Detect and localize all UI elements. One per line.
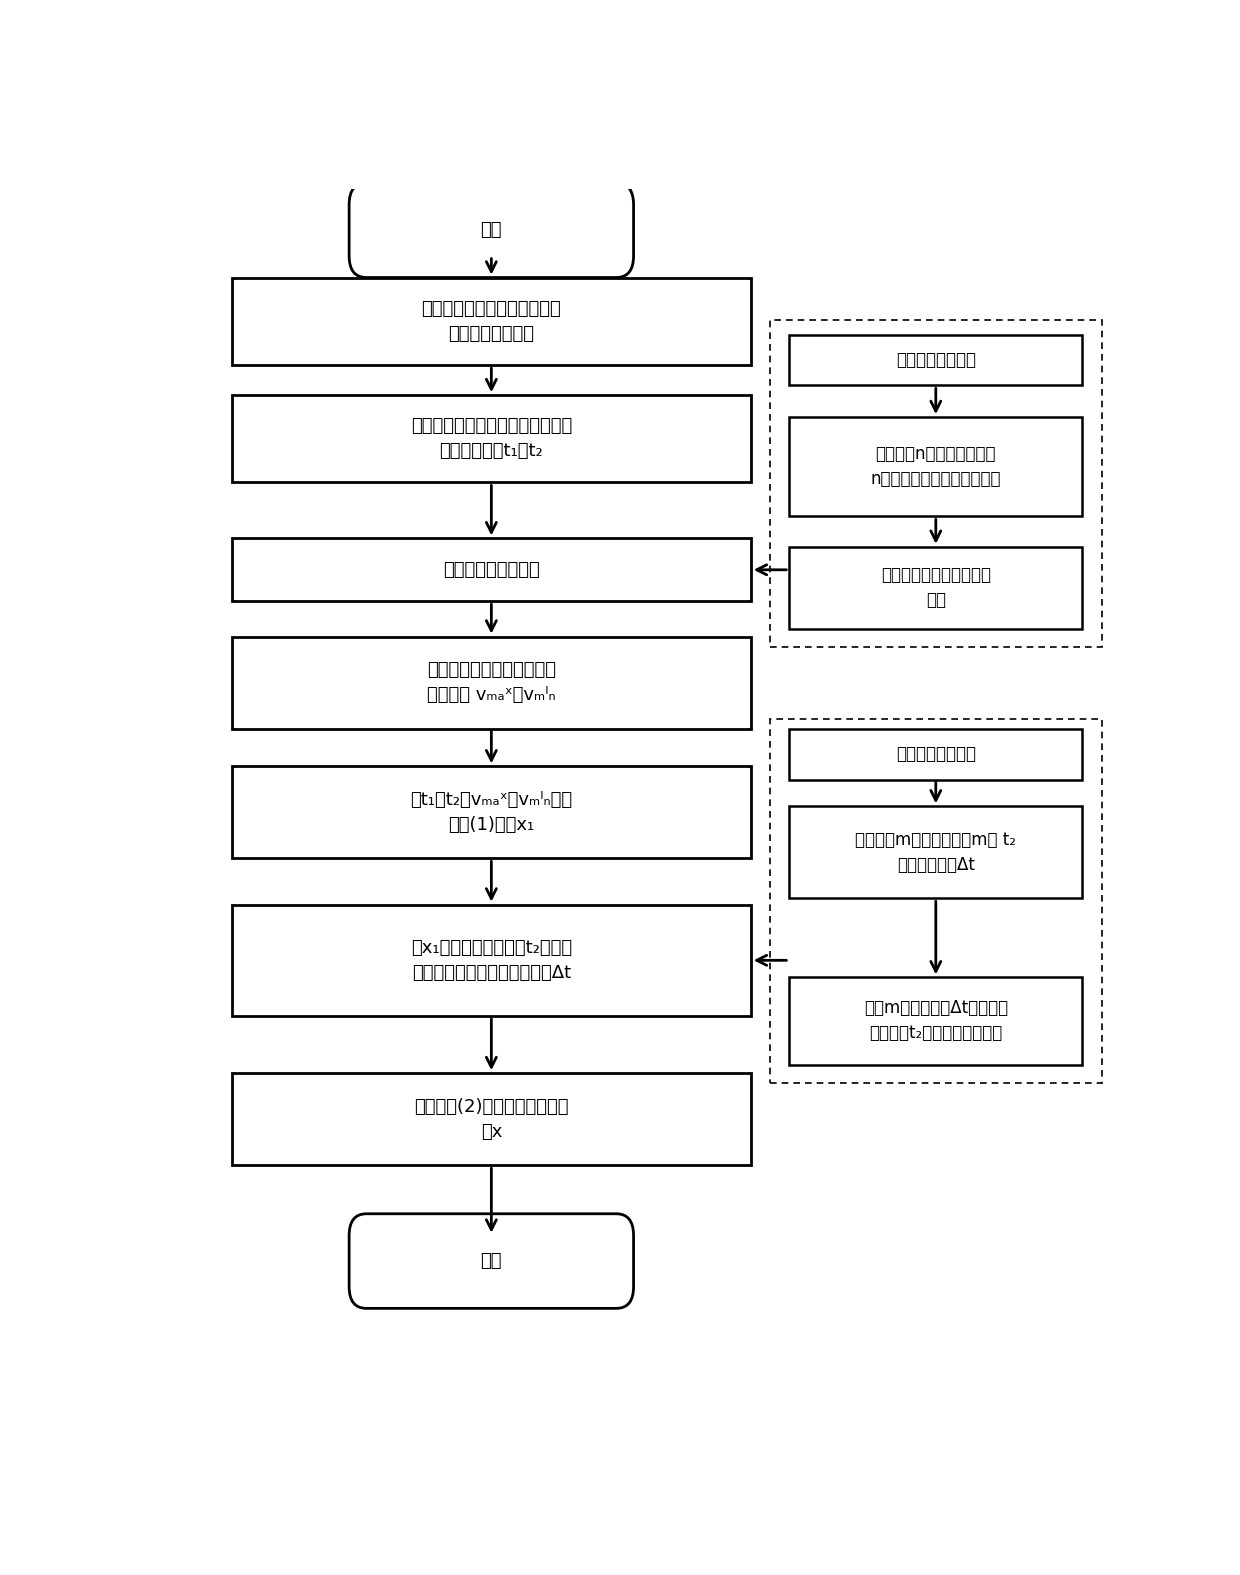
Text: 开始: 开始 bbox=[481, 221, 502, 239]
Text: 沿线设置m个故障点得到m个 t₂
所需补偿时间Δt: 沿线设置m个故障点得到m个 t₂ 所需补偿时间Δt bbox=[856, 832, 1017, 874]
Bar bbox=[232, 636, 751, 729]
Text: 通过公式(2)计算精确的故障位
置x: 通过公式(2)计算精确的故障位 置x bbox=[414, 1098, 569, 1140]
Bar bbox=[789, 417, 1083, 517]
FancyBboxPatch shape bbox=[350, 1214, 634, 1309]
Text: 线模波速度趋势曲线: 线模波速度趋势曲线 bbox=[443, 561, 539, 578]
Bar bbox=[232, 395, 751, 482]
Bar bbox=[770, 718, 1101, 1082]
Bar bbox=[789, 729, 1083, 780]
Text: 拟合m个补偿时间Δt得出线路
补偿波头t₂到达时间趋势曲线: 拟合m个补偿时间Δt得出线路 补偿波头t₂到达时间趋势曲线 bbox=[864, 1000, 1008, 1043]
Text: 获取线路Ａ、Ｂ、Ｃ点线模电
压行波首波头信号: 获取线路Ａ、Ｂ、Ｃ点线模电 压行波首波头信号 bbox=[422, 299, 562, 343]
Bar bbox=[789, 334, 1083, 386]
Text: 得出线路线模波速度趋势
曲线: 得出线路线模波速度趋势 曲线 bbox=[880, 567, 991, 610]
Bar bbox=[789, 976, 1083, 1065]
Text: 将t₁、t₂、vₘₐˣ、vₘᴵₙ带入
公式(1)得到x₁: 将t₁、t₂、vₘₐˣ、vₘᴵₙ带入 公式(1)得到x₁ bbox=[410, 791, 573, 833]
Bar bbox=[789, 806, 1083, 898]
Text: 搞建实际线路模型: 搞建实际线路模型 bbox=[895, 745, 976, 764]
Bar bbox=[789, 547, 1083, 630]
Bar bbox=[770, 320, 1101, 647]
Bar bbox=[232, 1073, 751, 1166]
Text: 沿线设置n个故障点，拟合
n个故障点处的线模行波波速: 沿线设置n个故障点，拟合 n个故障点处的线模行波波速 bbox=[870, 446, 1001, 488]
Text: 将x₁带入线路补偿波头t₂到达时
间趋势曲线，得到所需补偿的Δt: 将x₁带入线路补偿波头t₂到达时 间趋势曲线，得到所需补偿的Δt bbox=[410, 939, 572, 981]
Bar bbox=[232, 904, 751, 1016]
Text: 由线模波速趋势曲线得到首
末端波速 vₘₐˣ、vₘᴵₙ: 由线模波速趋势曲线得到首 末端波速 vₘₐˣ、vₘᴵₙ bbox=[427, 662, 556, 704]
Text: 结束: 结束 bbox=[481, 1252, 502, 1269]
Bar bbox=[232, 767, 751, 858]
Text: 小波变换确定首波头信号到达Ａ、
Ｂ端点的时间t₁、t₂: 小波变换确定首波头信号到达Ａ、 Ｂ端点的时间t₁、t₂ bbox=[410, 417, 572, 460]
Bar bbox=[232, 277, 751, 365]
Text: 搞建实际线路模型: 搞建实际线路模型 bbox=[895, 351, 976, 369]
FancyBboxPatch shape bbox=[350, 183, 634, 277]
Bar bbox=[232, 539, 751, 602]
